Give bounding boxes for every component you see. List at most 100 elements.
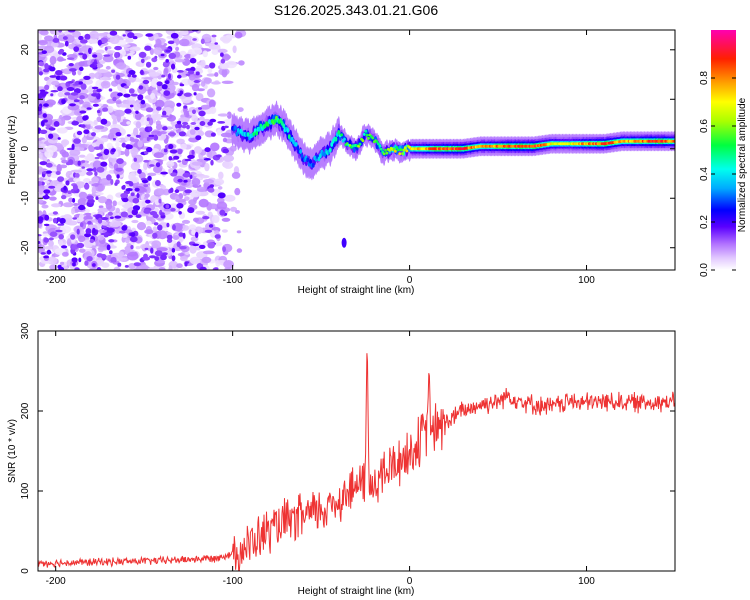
spectrogram-noise-cell [41,50,47,54]
spectrogram-noise-cell [66,162,71,166]
spectrogram-noise-cell [86,107,92,110]
spectrogram-noise-cell [214,72,219,77]
spectrogram-noise-cell [132,197,140,204]
spectrogram-noise-cell [88,181,94,185]
spectrogram-noise-cell [232,45,237,54]
spectrogram-noise-cell [199,121,206,126]
spectrogram-ridge-cell [300,153,304,159]
spectrogram-ridge-cell [334,136,338,142]
spectrogram-noise-cell [223,161,234,169]
spectrogram-noise-cell [55,171,61,175]
spectrogram-noise-cell [175,198,187,203]
spectrogram-noise-cell [97,207,109,213]
spectrogram-ridge-cell [294,142,298,147]
spectrogram-noise-cell [69,68,77,72]
spectrogram-noise-cell [56,183,66,187]
spectrogram-noise-cell [92,89,97,95]
spectrogram-noise-cell [66,238,72,247]
spectrogram-ridge-cell [401,152,404,156]
spectrogram-noise-cell [109,216,114,219]
spectrogram-noise-cell [38,198,44,204]
spectrogram-noise-cell [160,254,167,261]
spectrogram-noise-cell [46,170,52,174]
spectrogram-noise-cell [44,180,50,184]
spectrogram-noise-cell [95,192,104,196]
spectrogram-noise-cell [89,30,99,40]
spectrogram-noise-cell [49,196,57,201]
spectrogram-noise-cell [78,235,86,243]
spectrogram-noise-cell [52,37,60,43]
spectrogram-noise-cell [127,214,133,218]
spectrogram-noise-cell [124,148,130,157]
spectrogram-noise-cell [94,171,98,176]
spectrogram-noise-cell [59,225,71,234]
spectrogram-noise-cell [138,172,146,180]
spectrogram-noise-cell [109,30,118,36]
spectrogram-noise-cell [69,149,81,156]
spectrogram-x-axis: -200 -100 0 100 [46,30,595,286]
spectrogram-noise-cell [53,121,60,127]
spectrogram-ridge-cell [375,140,379,144]
spectrogram-noise-cell [153,66,159,71]
spectrogram-noise-cell [108,239,115,243]
spectrogram-noise-cell [177,252,185,257]
spectrogram-ridge-cell [234,125,237,131]
spectrogram-ridge-cell [317,156,321,162]
spectrogram-noise-cell [96,88,102,93]
spectrogram-noise-cell [38,210,43,217]
spectrogram-noise-cell [200,81,206,87]
spectrogram-noise-cell [171,248,176,253]
spectrogram-noise-cell [236,230,242,234]
spectrogram-ridge-cell [379,147,383,151]
spectrogram-noise-cell [199,266,207,270]
spectrogram-noise-cell [76,217,84,223]
spectrogram-noise-cell [78,204,86,211]
spectrogram-noise-cell [76,242,85,249]
spectrogram-noise-cell [39,161,48,166]
spectrogram-noise-cell [161,115,169,118]
spectrogram-ridge-cell [365,133,369,137]
spectrogram-noise-cell [78,61,85,67]
spectrogram-noise-cell [175,123,179,129]
spectrogram-noise-cell [85,228,92,235]
spectrogram-noise-cell [120,193,129,198]
spectrogram-noise-cell [80,83,87,90]
spectrogram-ridge-cell [235,131,239,137]
spectrogram-noise-cell [130,147,139,156]
spectrogram-noise-cell [210,132,216,137]
spectrogram-noise-cell [48,237,54,241]
spectrogram-noise-cell [61,159,68,164]
spectrogram-noise-cell [76,228,80,235]
spectrogram-noise-cell [49,75,57,78]
spectrogram-noise-cell [178,38,190,47]
spectrogram-noise-cell [43,189,51,194]
spectrogram-noise-cell [141,179,149,184]
spectrogram-noise-cell [126,251,139,261]
spectrogram-noise-cell [44,35,54,42]
spectrogram-noise-cell [220,58,226,64]
spectrogram-noise-cell [38,40,48,46]
snr-line-layer [38,353,675,571]
spectrogram-noise-cell [45,145,58,153]
spectrogram-noise-cell [97,196,107,204]
spectrogram-x-tick-label: -200 [46,275,66,286]
spectrogram-noise-cell [124,265,129,268]
spectrogram-noise-cell [133,102,141,111]
spectrogram-noise-cell [135,246,141,250]
spectrogram-noise-cell [181,182,187,186]
spectrogram-noise-cell [153,46,163,56]
colorbar: 0.0 0.2 0.4 0.6 0.8 Normalized spectral ampl… [699,30,748,277]
spectrogram-noise-cell [163,68,168,77]
spectrogram-noise-cell [72,198,76,203]
spectrogram-noise-cell [126,134,131,137]
spectrogram-noise-cell [92,103,99,107]
spectrogram-noise-cell [118,103,130,108]
spectrogram-noise-cell [57,86,63,92]
spectrogram-noise-cell [189,256,201,265]
spectrogram-noise-cell [38,241,41,244]
spectrogram-noise-cell [38,247,45,253]
spectrogram-noise-cell [147,175,152,181]
spectrogram-noise-cell [101,76,109,81]
spectrogram-noise-cell [237,107,244,112]
